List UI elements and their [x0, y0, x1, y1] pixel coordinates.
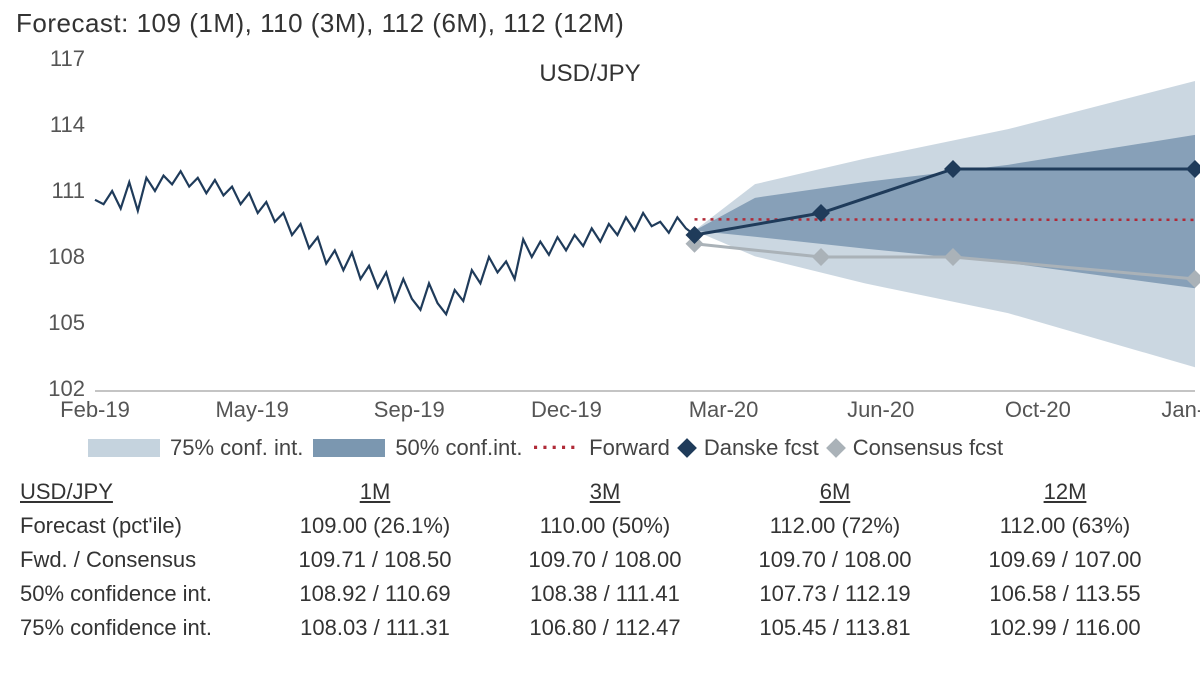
- table-row: 75% confidence int. 108.03 / 111.31 106.…: [20, 611, 1190, 645]
- table-row: Fwd. / Consensus 109.71 / 108.50 109.70 …: [20, 543, 1190, 577]
- table-header-row: USD/JPY 1M 3M 6M 12M: [20, 475, 1190, 509]
- page-root: Forecast: 109 (1M), 110 (3M), 112 (6M), …: [0, 0, 1200, 700]
- svg-text:Oct-20: Oct-20: [1005, 397, 1071, 422]
- svg-text:105: 105: [48, 310, 85, 335]
- legend-forward: Forward: [589, 435, 670, 461]
- chart-legend: 75% conf. int. 50% conf.int. ····· Forwa…: [0, 429, 1200, 469]
- svg-text:May-19: May-19: [215, 397, 288, 422]
- svg-text:Mar-20: Mar-20: [689, 397, 759, 422]
- svg-text:USD/JPY: USD/JPY: [539, 60, 640, 87]
- col-6m: 6M: [720, 475, 950, 509]
- forecast-summary: Forecast: 109 (1M), 110 (3M), 112 (6M), …: [0, 0, 1200, 49]
- svg-text:Feb-19: Feb-19: [60, 397, 130, 422]
- col-12m: 12M: [950, 475, 1180, 509]
- col-1m: 1M: [260, 475, 490, 509]
- forecast-table: USD/JPY 1M 3M 6M 12M Forecast (pct'ile) …: [20, 475, 1190, 645]
- table-row: Forecast (pct'ile) 109.00 (26.1%) 110.00…: [20, 509, 1190, 543]
- usdjpy-chart: 102105108111114117Feb-19May-19Sep-19Dec-…: [10, 49, 1200, 429]
- swatch-conf75: [88, 439, 160, 457]
- table-pair-label: USD/JPY: [20, 475, 260, 509]
- swatch-forward: ·····: [533, 435, 580, 461]
- svg-text:Sep-19: Sep-19: [374, 397, 445, 422]
- diamond-danske-icon: [677, 438, 697, 458]
- legend-conf50: 50% conf.int.: [395, 435, 522, 461]
- legend-consensus: Consensus fcst: [853, 435, 1003, 461]
- diamond-consensus-icon: [826, 438, 846, 458]
- legend-conf75: 75% conf. int.: [170, 435, 303, 461]
- svg-text:Jan-21: Jan-21: [1161, 397, 1200, 422]
- col-3m: 3M: [490, 475, 720, 509]
- svg-text:114: 114: [50, 112, 85, 137]
- table-row: 50% confidence int. 108.92 / 110.69 108.…: [20, 577, 1190, 611]
- swatch-conf50: [313, 439, 385, 457]
- svg-text:111: 111: [52, 178, 85, 203]
- legend-danske: Danske fcst: [704, 435, 819, 461]
- svg-text:Dec-19: Dec-19: [531, 397, 602, 422]
- svg-text:108: 108: [48, 244, 85, 269]
- svg-text:Jun-20: Jun-20: [847, 397, 914, 422]
- svg-text:117: 117: [50, 49, 85, 71]
